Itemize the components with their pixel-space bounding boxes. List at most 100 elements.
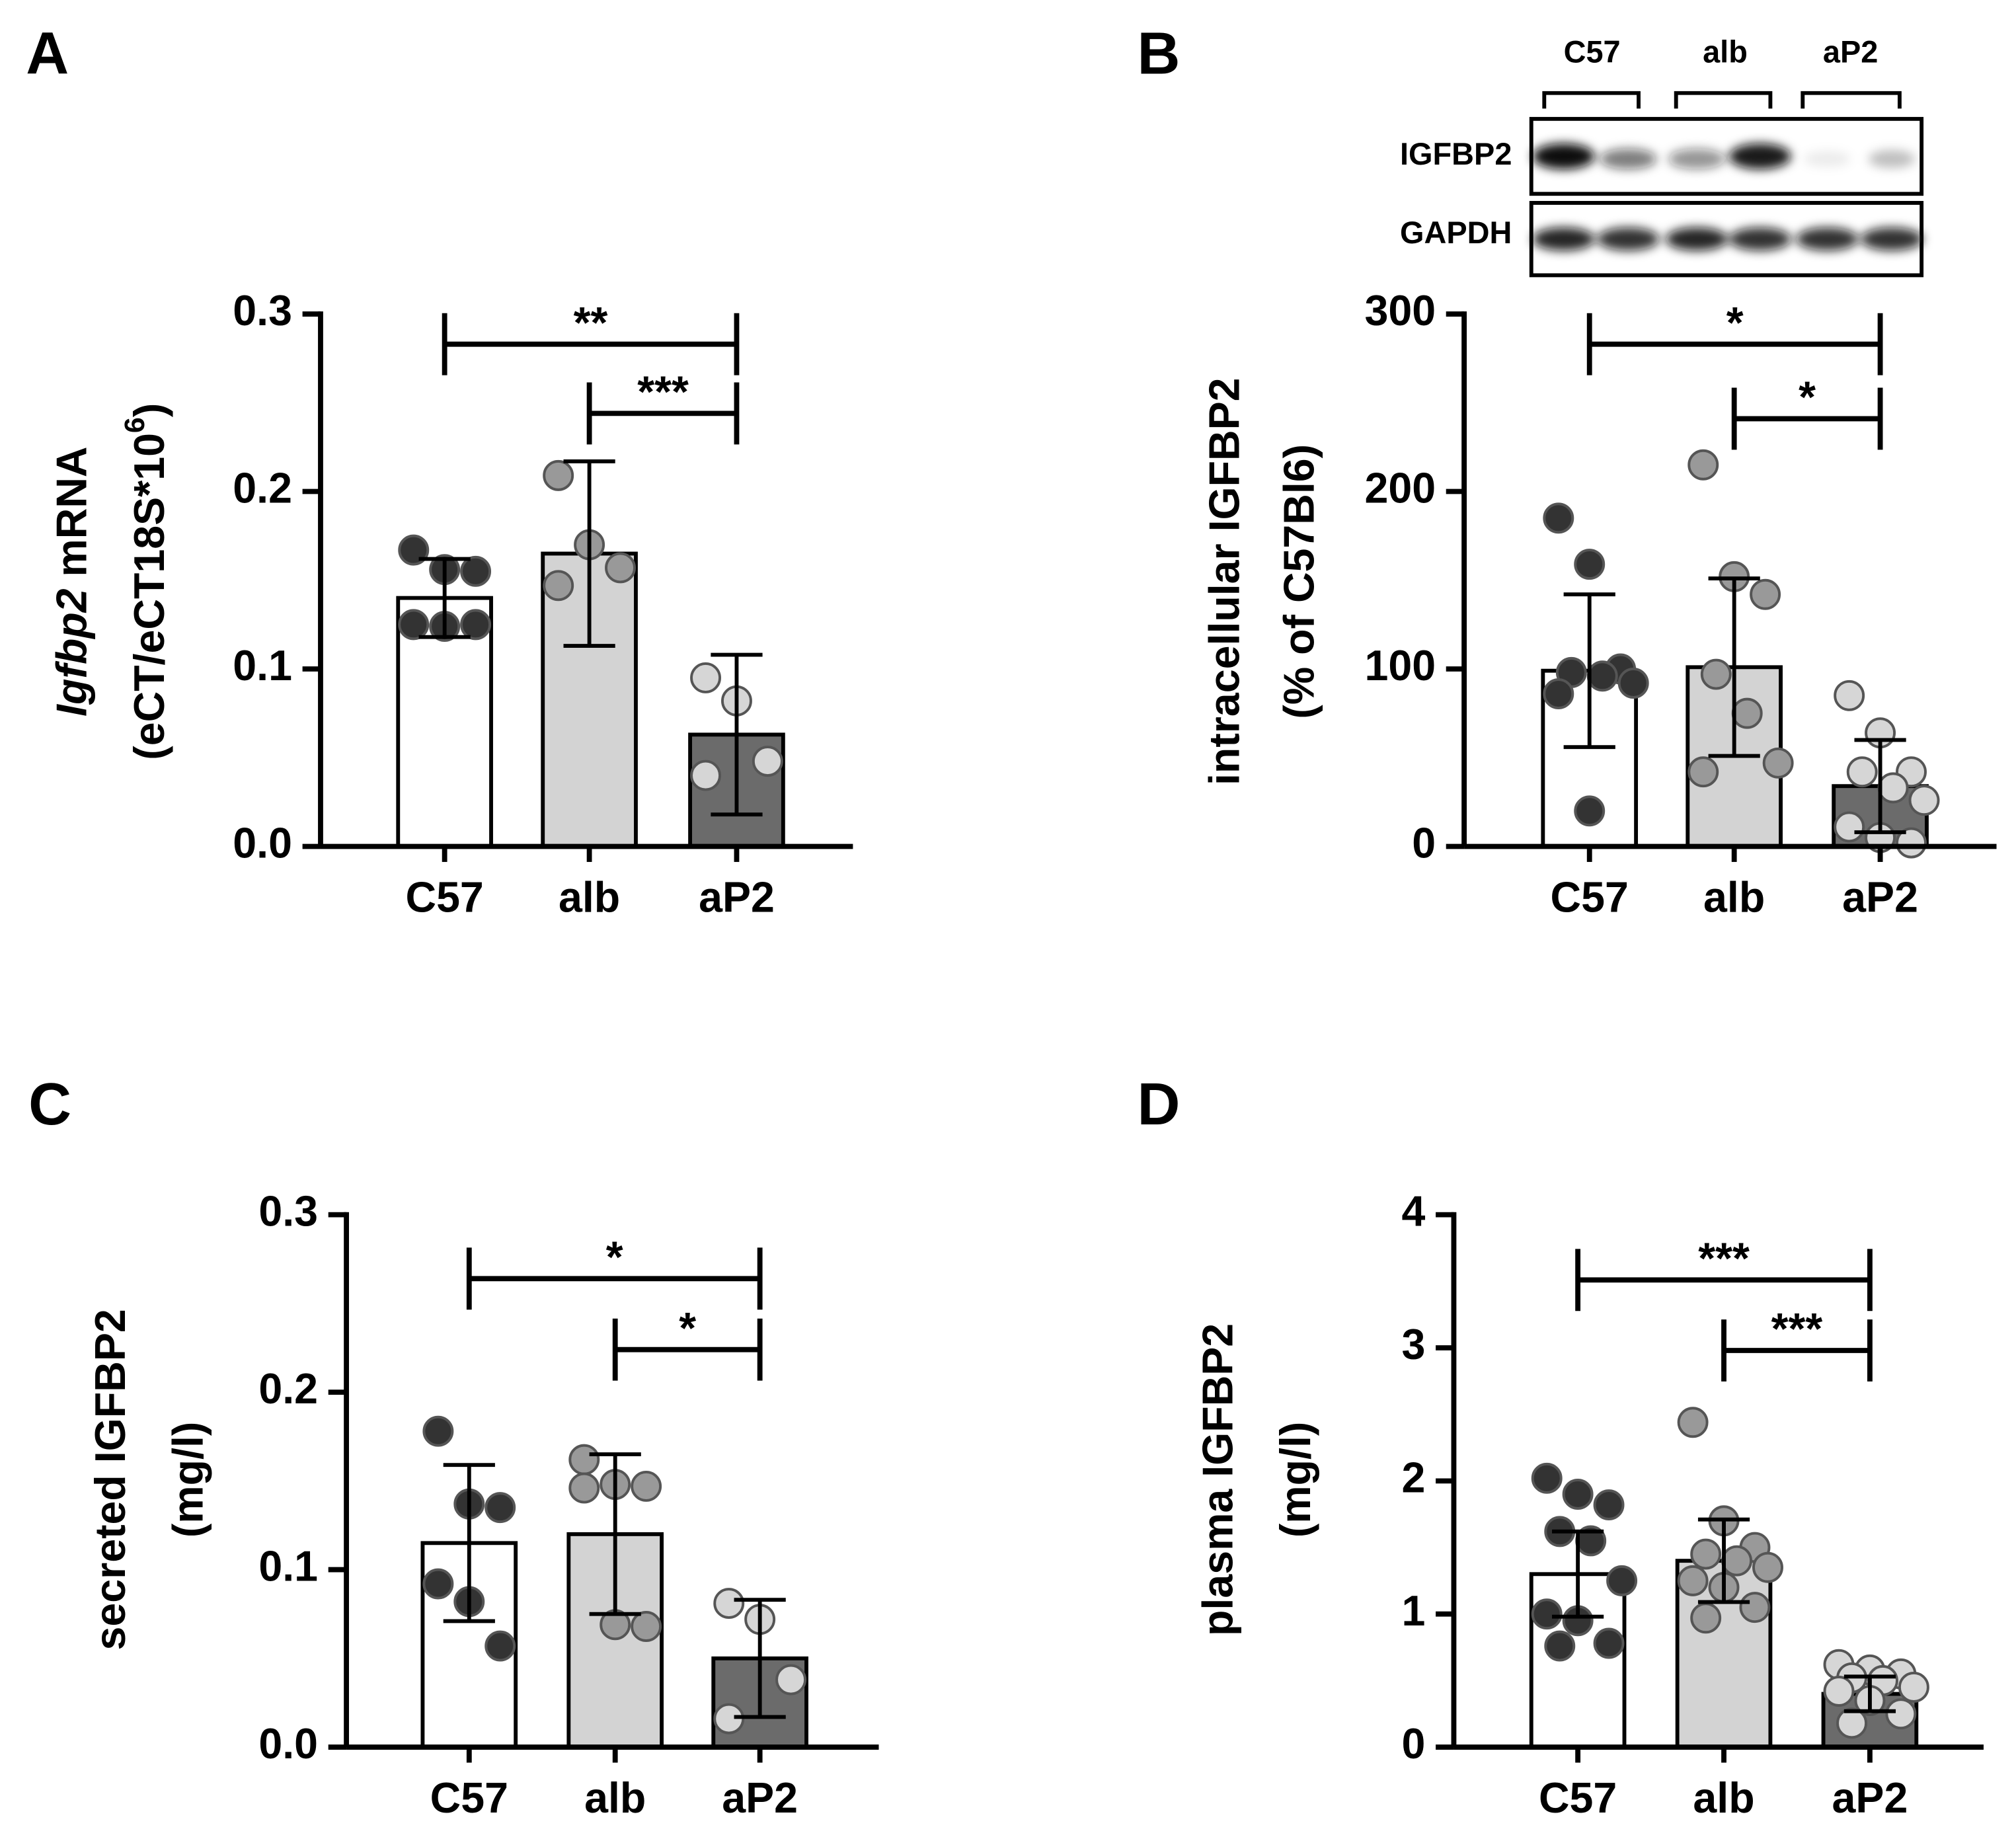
blot-row-label: GAPDH bbox=[1400, 215, 1512, 250]
data-point bbox=[1586, 660, 1618, 692]
significance-bracket bbox=[1575, 1249, 1873, 1311]
y-tick-label: 2 bbox=[1402, 1454, 1426, 1501]
y-tick-label: 0.1 bbox=[233, 642, 292, 689]
data-point bbox=[1574, 549, 1606, 580]
blot-box bbox=[1529, 116, 1924, 196]
x-tick-label: aP2 bbox=[1842, 874, 1918, 921]
panel-label: A bbox=[26, 21, 69, 87]
blot-group-label: C57 bbox=[1564, 34, 1621, 69]
data-point bbox=[1885, 1698, 1917, 1730]
significance-label: * bbox=[1726, 299, 1744, 348]
y-axis-label-part: mRNA bbox=[48, 446, 96, 588]
panel-label: C bbox=[28, 1072, 71, 1138]
x-tick-label: alb bbox=[1703, 874, 1765, 921]
data-point bbox=[460, 609, 492, 641]
error-bar bbox=[1563, 592, 1615, 750]
error-bar bbox=[1708, 576, 1760, 758]
data-point bbox=[543, 459, 574, 491]
y-tick-label: 3 bbox=[1402, 1321, 1426, 1368]
data-point bbox=[485, 1492, 516, 1524]
error-bar bbox=[711, 652, 763, 817]
data-point bbox=[1834, 680, 1865, 711]
x-tick-label: alb bbox=[1693, 1774, 1754, 1822]
blot-group-label: alb bbox=[1703, 34, 1748, 69]
significance-bracket bbox=[586, 382, 740, 445]
data-point bbox=[1574, 795, 1606, 827]
y-axis-label: plasma IGFBP2 bbox=[1194, 1323, 1242, 1636]
data-point bbox=[631, 1611, 662, 1642]
y-tick-label: 1 bbox=[1402, 1587, 1426, 1635]
data-point bbox=[398, 609, 430, 641]
y-axis-label-part: intracellular IGFBP2 bbox=[1200, 377, 1248, 785]
data-point bbox=[1731, 697, 1763, 729]
significance-label: *** bbox=[1771, 1305, 1823, 1354]
blot-group-label: aP2 bbox=[1823, 34, 1878, 69]
x-tick-label: C57 bbox=[430, 1774, 508, 1822]
data-point bbox=[1836, 1707, 1868, 1739]
significance-label: * bbox=[606, 1233, 623, 1282]
y-axis-label-part: 6 bbox=[119, 417, 151, 433]
data-point bbox=[1898, 1671, 1929, 1703]
panel-label: D bbox=[1137, 1072, 1180, 1138]
data-point bbox=[605, 552, 636, 584]
x-tick-label: aP2 bbox=[722, 1774, 798, 1822]
y-axis-label-part: (% of C57Bl6) bbox=[1276, 444, 1323, 719]
x-tick-label: alb bbox=[584, 1774, 646, 1822]
data-point bbox=[690, 662, 722, 693]
data-point bbox=[1617, 668, 1649, 699]
x-tick-label: aP2 bbox=[699, 874, 775, 921]
data-point bbox=[1544, 1630, 1576, 1662]
significance-label: * bbox=[679, 1304, 696, 1353]
data-point bbox=[1834, 811, 1865, 843]
significance-bracket bbox=[1586, 313, 1883, 375]
x-tick-label: C57 bbox=[405, 874, 483, 921]
y-axis-label: Igfbp2 mRNA bbox=[48, 446, 96, 716]
y-tick-label: 0.1 bbox=[258, 1543, 318, 1590]
y-tick-label: 300 bbox=[1364, 287, 1436, 334]
error-bar bbox=[589, 1452, 641, 1616]
error-bar bbox=[1843, 1674, 1896, 1713]
x-tick-label: aP2 bbox=[1832, 1774, 1908, 1822]
x-tick-label: alb bbox=[559, 874, 620, 921]
error-bar bbox=[1697, 1517, 1750, 1604]
y-tick-label: 200 bbox=[1364, 465, 1436, 512]
x-tick-label: C57 bbox=[1551, 874, 1629, 921]
data-point bbox=[485, 1630, 516, 1662]
y-axis-label-part: (mg/l) bbox=[1272, 1422, 1319, 1538]
data-point bbox=[422, 1415, 454, 1447]
error-bar bbox=[418, 557, 471, 639]
data-point bbox=[422, 1568, 454, 1600]
y-tick-label: 0 bbox=[1412, 820, 1436, 867]
data-point bbox=[1593, 1489, 1625, 1521]
data-point bbox=[1677, 1407, 1709, 1438]
y-tick-label: 0 bbox=[1402, 1720, 1426, 1768]
data-point bbox=[1690, 1602, 1722, 1634]
data-point bbox=[1606, 1565, 1638, 1596]
y-tick-label: 0.0 bbox=[233, 820, 292, 867]
data-point bbox=[690, 760, 722, 791]
y-axis-label: secreted IGFBP2 bbox=[87, 1309, 134, 1650]
significance-bracket bbox=[1731, 387, 1883, 450]
data-point bbox=[1543, 678, 1574, 710]
error-bar bbox=[443, 1463, 495, 1623]
data-point bbox=[1687, 449, 1719, 481]
data-point bbox=[1687, 756, 1719, 788]
error-bar bbox=[1552, 1529, 1604, 1619]
y-axis-label-part: Igfbp2 bbox=[48, 588, 96, 717]
error-bar bbox=[563, 459, 615, 648]
data-point bbox=[1823, 1676, 1855, 1707]
data-point bbox=[1877, 772, 1909, 804]
y-axis-label: intracellular IGFBP2 bbox=[1200, 377, 1248, 785]
panel-label: B bbox=[1137, 21, 1180, 87]
data-point bbox=[1721, 1545, 1753, 1577]
data-point bbox=[713, 1588, 745, 1620]
bands bbox=[1532, 143, 1923, 251]
data-point bbox=[1896, 827, 1927, 859]
y-axis-label: (% of C57Bl6) bbox=[1276, 444, 1323, 719]
significance-bracket bbox=[466, 1247, 763, 1310]
significance-label: ** bbox=[574, 299, 608, 348]
lane-brackets bbox=[1542, 91, 1902, 109]
y-tick-label: 0.3 bbox=[233, 287, 292, 334]
y-axis-label-part: plasma IGFBP2 bbox=[1194, 1323, 1242, 1636]
